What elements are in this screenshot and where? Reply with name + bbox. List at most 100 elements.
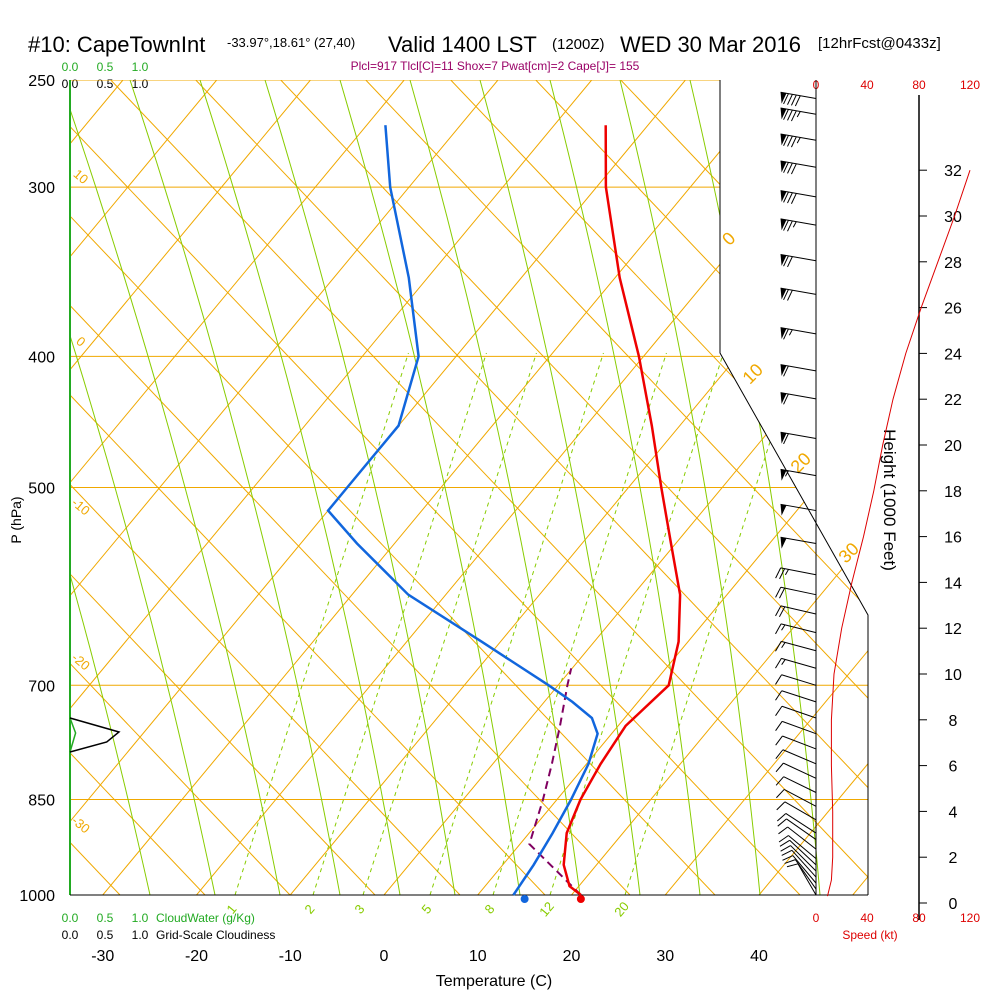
height-tick-label: 0 bbox=[949, 896, 958, 913]
wind-barb-half-flag bbox=[781, 624, 786, 631]
mixing-ratio-line bbox=[234, 352, 409, 895]
dry-adiabat-line bbox=[195, 80, 868, 895]
wind-barb-staff bbox=[780, 586, 817, 596]
mixing-ratio-line bbox=[312, 352, 487, 895]
moist-adiabat-line bbox=[264, 80, 456, 895]
wind-barb-flag bbox=[782, 855, 794, 861]
wind-barb-staff bbox=[781, 705, 817, 719]
wind-barb-staff bbox=[780, 160, 817, 168]
height-tick-label: 8 bbox=[949, 713, 958, 730]
wind-barb-flag bbox=[787, 135, 793, 147]
wind-barb-pennant bbox=[780, 392, 787, 404]
wind-barb-staff bbox=[780, 364, 817, 372]
wind-barb-flag bbox=[775, 658, 782, 669]
wind-barb-flag bbox=[787, 220, 793, 232]
pressure-tick-label: 1000 bbox=[19, 888, 55, 905]
wind-barb-pennant bbox=[780, 92, 787, 104]
pressure-tick-label: 700 bbox=[28, 678, 55, 695]
wind-barb bbox=[776, 801, 817, 821]
dry-adiabat-line bbox=[70, 80, 546, 895]
surface-temperature-dot bbox=[576, 895, 585, 903]
wind-barb-staff bbox=[782, 735, 817, 750]
wind-barb bbox=[776, 788, 817, 807]
wind-barb bbox=[780, 431, 817, 445]
height-tick-label: 18 bbox=[944, 484, 962, 501]
mixing-ratio-label: 12 bbox=[536, 899, 557, 920]
wind-barb bbox=[784, 859, 817, 890]
speed-tick-top-2: 80 bbox=[912, 78, 926, 92]
speed-tick-bottom-0: 0 bbox=[813, 911, 820, 925]
wind-barb-flag bbox=[775, 586, 782, 598]
pressure-tick-label: 500 bbox=[28, 481, 55, 498]
wind-barb bbox=[775, 623, 817, 635]
wind-barb-staff bbox=[780, 327, 817, 335]
mixing-ratio-label: 2 bbox=[301, 902, 317, 917]
wind-barb-flag bbox=[783, 433, 789, 445]
temperature-tick-label: 0 bbox=[380, 948, 389, 965]
stability-indices: Plcl=917 Tlcl[C]=11 Shox=7 Pwat[cm]=2 Ca… bbox=[351, 59, 640, 73]
wind-barb bbox=[775, 605, 817, 618]
wind-barb-flag bbox=[787, 192, 793, 204]
height-tick-label: 14 bbox=[944, 575, 962, 592]
temperature-tick-label: -30 bbox=[91, 948, 114, 965]
wind-barb-staff bbox=[780, 503, 817, 512]
height-tick-label: 24 bbox=[944, 346, 962, 363]
height-tick-label: 32 bbox=[944, 163, 962, 180]
wind-barb-flag bbox=[779, 839, 790, 847]
moist-adiabat-line bbox=[479, 80, 641, 895]
isotherm-line bbox=[383, 80, 868, 895]
wind-barb-pennant bbox=[780, 432, 787, 444]
wind-barb-flag bbox=[775, 735, 783, 746]
wind-barb bbox=[780, 218, 817, 232]
height-tick-label: 4 bbox=[949, 804, 958, 821]
wind-barb-staff bbox=[781, 674, 817, 686]
wind-barb-flag bbox=[775, 623, 782, 635]
wind-barb bbox=[777, 818, 817, 840]
wind-barb-half-flag bbox=[781, 659, 786, 665]
wind-barb-staff bbox=[780, 567, 817, 576]
wind-barb-staff bbox=[780, 605, 817, 615]
temperature-tick-label: -10 bbox=[279, 948, 302, 965]
wind-barb-pennant bbox=[780, 504, 787, 516]
wind-barb bbox=[780, 254, 817, 268]
wind-barb bbox=[775, 735, 817, 750]
wind-barb bbox=[780, 91, 817, 107]
dry-adiabat-label: 0 bbox=[718, 228, 739, 249]
wind-barb-staff bbox=[782, 749, 817, 765]
cloudwater-tick-bottom-1: 0.5 bbox=[97, 911, 114, 925]
dry-adiabat-line bbox=[70, 80, 461, 895]
wind-barb-pennant bbox=[780, 161, 787, 173]
surface-dewpoint-dot bbox=[520, 895, 529, 903]
dry-adiabat-line bbox=[70, 80, 291, 895]
isotherm-line bbox=[70, 80, 311, 895]
wind-speed-line bbox=[827, 170, 971, 897]
pressure-tick-label: 850 bbox=[28, 792, 55, 809]
wind-barb bbox=[775, 690, 817, 703]
dewpoint-profile-line bbox=[326, 125, 599, 896]
wind-barb-staff bbox=[780, 91, 817, 100]
wind-barb-half-flag bbox=[792, 221, 797, 228]
wind-barb-flag bbox=[787, 289, 793, 301]
wind-barb-flag bbox=[775, 705, 783, 716]
wind-barb-flag bbox=[775, 641, 782, 652]
wind-barb-half-flag bbox=[788, 329, 793, 336]
wind-barb-staff bbox=[792, 855, 817, 884]
wind-barb-staff bbox=[781, 640, 817, 652]
wind-barb-pennant bbox=[780, 469, 787, 481]
moist-adiabat-line bbox=[70, 80, 216, 895]
wind-barb-staff bbox=[782, 720, 817, 735]
wind-barb bbox=[775, 705, 817, 719]
wind-barb-half-flag bbox=[796, 137, 801, 144]
wind-barb-staff bbox=[781, 657, 817, 669]
moist-adiabat-line bbox=[619, 80, 761, 895]
wind-barb-flag bbox=[787, 256, 793, 268]
wind-barb bbox=[775, 567, 817, 580]
wind-barb-flag bbox=[783, 93, 789, 105]
dry-adiabat-label: 0 bbox=[73, 333, 88, 349]
dry-adiabat-label: -30 bbox=[69, 813, 93, 837]
dry-adiabat-label: -10 bbox=[69, 495, 93, 519]
isotherm-line bbox=[70, 80, 499, 895]
wind-barb-flag bbox=[777, 818, 787, 827]
moist-adiabat-line bbox=[129, 80, 341, 895]
wind-barb bbox=[775, 586, 817, 599]
